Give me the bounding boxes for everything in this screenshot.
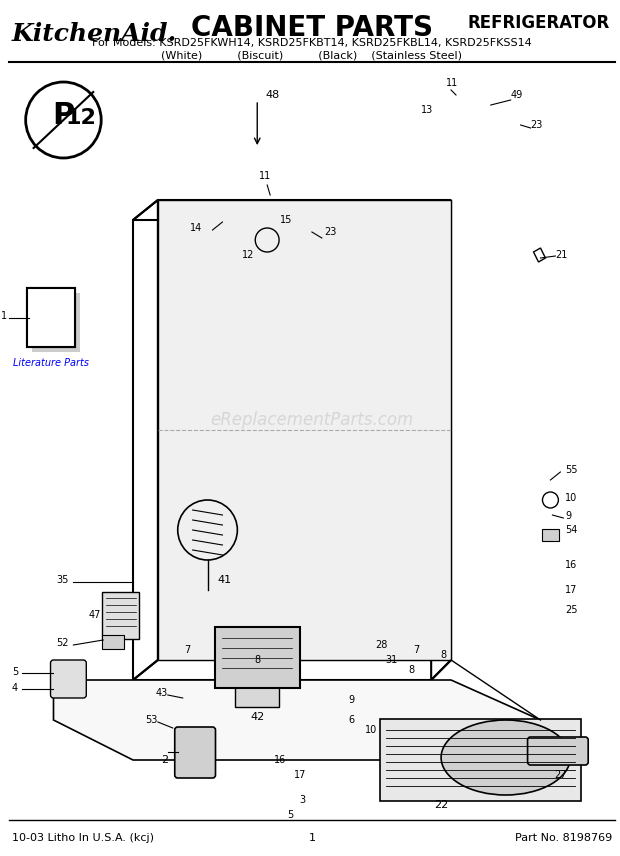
Text: KitchenAid.: KitchenAid. xyxy=(12,22,177,46)
Text: 25: 25 xyxy=(565,605,578,615)
Text: 54: 54 xyxy=(565,525,578,535)
Text: 11: 11 xyxy=(446,78,458,88)
Text: 16: 16 xyxy=(565,560,578,570)
Text: 52: 52 xyxy=(56,638,68,648)
Text: Part No. 8198769: Part No. 8198769 xyxy=(515,833,612,843)
Text: 10-03 Litho In U.S.A. (kcj): 10-03 Litho In U.S.A. (kcj) xyxy=(12,833,154,843)
Text: 48: 48 xyxy=(265,90,280,100)
Text: 2: 2 xyxy=(161,755,168,765)
Text: 8: 8 xyxy=(254,655,260,665)
Text: 21: 21 xyxy=(556,250,568,260)
Text: P: P xyxy=(52,100,74,129)
Text: 27: 27 xyxy=(554,770,567,780)
Text: 7: 7 xyxy=(413,645,419,655)
Text: 31: 31 xyxy=(385,655,397,665)
FancyBboxPatch shape xyxy=(528,737,588,765)
Text: CABINET PARTS: CABINET PARTS xyxy=(191,14,433,42)
Text: 23: 23 xyxy=(324,227,336,237)
Text: 14: 14 xyxy=(190,223,203,233)
Text: 49: 49 xyxy=(511,90,523,100)
Text: 10: 10 xyxy=(365,725,378,735)
Text: 43: 43 xyxy=(156,688,168,698)
Text: 12: 12 xyxy=(242,250,254,260)
FancyBboxPatch shape xyxy=(381,719,581,801)
Text: 3: 3 xyxy=(299,795,305,805)
Text: 5: 5 xyxy=(12,667,18,677)
Text: 1: 1 xyxy=(1,311,7,321)
Text: 1: 1 xyxy=(308,833,316,843)
Text: 17: 17 xyxy=(565,585,578,595)
Text: 8: 8 xyxy=(408,665,414,675)
Text: (White)          (Biscuit)          (Black)    (Stainless Steel): (White) (Biscuit) (Black) (Stainless Ste… xyxy=(161,50,463,60)
FancyBboxPatch shape xyxy=(175,727,216,778)
Text: 10: 10 xyxy=(565,493,578,503)
Text: eReplacementParts.com: eReplacementParts.com xyxy=(210,411,414,429)
Polygon shape xyxy=(53,680,541,800)
Text: 35: 35 xyxy=(56,575,68,585)
Text: 42: 42 xyxy=(250,712,264,722)
Text: 11: 11 xyxy=(259,171,272,181)
Text: 6: 6 xyxy=(348,715,355,725)
Text: 9: 9 xyxy=(348,695,355,705)
Text: 12: 12 xyxy=(66,108,97,128)
FancyBboxPatch shape xyxy=(542,529,559,541)
Text: Literature Parts: Literature Parts xyxy=(12,358,89,368)
Text: 22: 22 xyxy=(434,800,448,810)
FancyBboxPatch shape xyxy=(215,627,300,688)
FancyBboxPatch shape xyxy=(32,293,81,352)
Text: For Models: KSRD25FKWH14, KSRD25FKBT14, KSRD25FKBL14, KSRD25FKSS14: For Models: KSRD25FKWH14, KSRD25FKBT14, … xyxy=(92,38,532,48)
Text: 55: 55 xyxy=(565,465,578,475)
Text: 15: 15 xyxy=(280,215,293,225)
Text: REFRIGERATOR: REFRIGERATOR xyxy=(468,14,610,32)
Text: 41: 41 xyxy=(218,575,232,585)
Text: 9: 9 xyxy=(565,511,572,521)
FancyBboxPatch shape xyxy=(50,660,86,698)
Text: 4: 4 xyxy=(12,683,18,693)
Ellipse shape xyxy=(441,720,570,795)
Text: 17: 17 xyxy=(294,770,306,780)
FancyBboxPatch shape xyxy=(102,635,124,649)
Text: 28: 28 xyxy=(375,640,388,650)
Text: 5: 5 xyxy=(287,810,293,820)
FancyBboxPatch shape xyxy=(236,678,279,707)
Text: 16: 16 xyxy=(274,755,286,765)
FancyBboxPatch shape xyxy=(27,288,76,347)
Polygon shape xyxy=(158,200,451,660)
Text: 8: 8 xyxy=(440,650,446,660)
Text: 7: 7 xyxy=(185,645,191,655)
Text: 47: 47 xyxy=(89,610,101,620)
Text: 13: 13 xyxy=(421,105,433,115)
Text: 23: 23 xyxy=(531,120,543,130)
Text: 53: 53 xyxy=(146,715,158,725)
FancyBboxPatch shape xyxy=(102,592,139,639)
